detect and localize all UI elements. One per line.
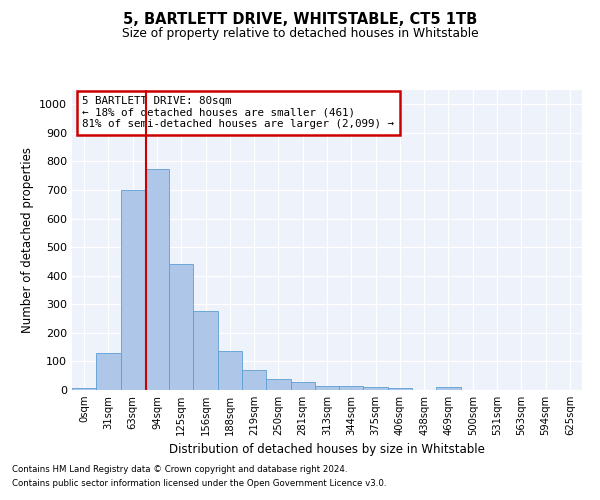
Bar bbox=[388, 388, 412, 390]
Bar bbox=[169, 264, 193, 390]
Bar bbox=[121, 190, 145, 390]
Bar bbox=[436, 387, 461, 390]
Bar bbox=[290, 382, 315, 390]
Bar bbox=[96, 353, 121, 390]
Bar bbox=[193, 312, 218, 390]
Text: Contains HM Land Registry data © Crown copyright and database right 2024.: Contains HM Land Registry data © Crown c… bbox=[12, 466, 347, 474]
Bar bbox=[266, 378, 290, 390]
Y-axis label: Number of detached properties: Number of detached properties bbox=[20, 147, 34, 333]
Bar bbox=[145, 168, 169, 390]
Bar bbox=[364, 387, 388, 390]
Text: Size of property relative to detached houses in Whitstable: Size of property relative to detached ho… bbox=[122, 28, 478, 40]
Bar bbox=[315, 386, 339, 390]
Bar bbox=[72, 388, 96, 390]
Bar bbox=[218, 352, 242, 390]
Bar bbox=[339, 386, 364, 390]
Text: Contains public sector information licensed under the Open Government Licence v3: Contains public sector information licen… bbox=[12, 479, 386, 488]
Text: Distribution of detached houses by size in Whitstable: Distribution of detached houses by size … bbox=[169, 442, 485, 456]
Text: 5, BARTLETT DRIVE, WHITSTABLE, CT5 1TB: 5, BARTLETT DRIVE, WHITSTABLE, CT5 1TB bbox=[123, 12, 477, 28]
Text: 5 BARTLETT DRIVE: 80sqm
← 18% of detached houses are smaller (461)
81% of semi-d: 5 BARTLETT DRIVE: 80sqm ← 18% of detache… bbox=[82, 96, 394, 129]
Bar bbox=[242, 370, 266, 390]
